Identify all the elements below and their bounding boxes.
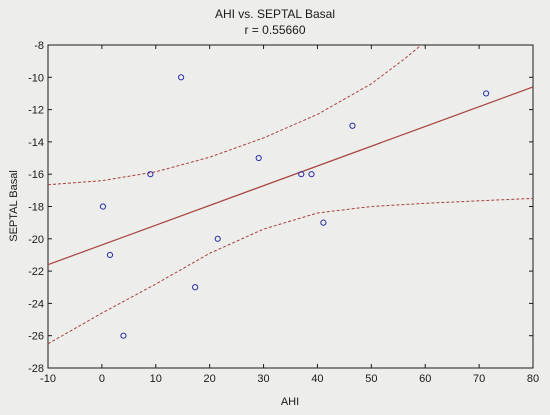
x-tick-label: 80 bbox=[527, 373, 539, 385]
chart-subtitle: r = 0.55660 bbox=[244, 23, 306, 37]
regression-layer bbox=[47, 86, 534, 266]
y-tick-label: -24 bbox=[28, 298, 44, 310]
data-point bbox=[106, 251, 114, 259]
x-tick-label: 20 bbox=[204, 373, 216, 385]
x-tick-label: 40 bbox=[311, 373, 323, 385]
x-axis-label: AHI bbox=[281, 396, 299, 408]
confidence-band-lower bbox=[48, 197, 533, 345]
data-point bbox=[483, 90, 490, 97]
x-tick-label: 70 bbox=[473, 373, 485, 385]
data-point bbox=[308, 171, 315, 178]
y-tick-label: -18 bbox=[28, 202, 44, 214]
data-point bbox=[214, 235, 221, 242]
y-tick-label: -22 bbox=[28, 266, 44, 278]
y-tick-label: -8 bbox=[34, 40, 44, 52]
y-tick-label: -14 bbox=[28, 137, 44, 149]
regression-line bbox=[47, 86, 534, 266]
plot-area bbox=[47, 44, 534, 369]
data-point bbox=[120, 332, 127, 339]
data-point bbox=[349, 122, 356, 129]
data-point bbox=[99, 203, 107, 210]
tick-layer: -10 0 10 20 30 40 50 60 70 80 -8 -10 -12 -14 -16 -18 -20… bbox=[28, 40, 539, 385]
y-tick-label: -26 bbox=[28, 331, 44, 343]
x-tick-label: 60 bbox=[419, 373, 431, 385]
y-tick-label: -12 bbox=[28, 105, 44, 117]
data-point bbox=[298, 171, 305, 178]
y-tick-label: -20 bbox=[28, 234, 44, 246]
data-point bbox=[147, 171, 154, 178]
data-point bbox=[192, 284, 199, 291]
confidence-band-layer bbox=[48, 45, 533, 345]
x-tick-label: 50 bbox=[365, 373, 377, 385]
chart-title: AHI vs. SEPTAL Basal bbox=[214, 7, 336, 21]
x-tick-label: -10 bbox=[40, 373, 56, 385]
y-tick-label: -16 bbox=[28, 169, 44, 181]
data-point bbox=[255, 154, 262, 162]
confidence-band-upper bbox=[48, 45, 423, 186]
y-tick-label: -10 bbox=[28, 72, 44, 84]
x-tick-label: 30 bbox=[257, 373, 269, 385]
y-axis-label: SEPTAL Basal bbox=[8, 170, 20, 242]
y-tick-label: -28 bbox=[28, 363, 44, 375]
data-point bbox=[320, 219, 327, 226]
data-point bbox=[178, 74, 185, 81]
x-tick-label: 0 bbox=[99, 373, 105, 385]
x-tick-label: 10 bbox=[150, 373, 162, 385]
points-layer bbox=[99, 74, 490, 339]
